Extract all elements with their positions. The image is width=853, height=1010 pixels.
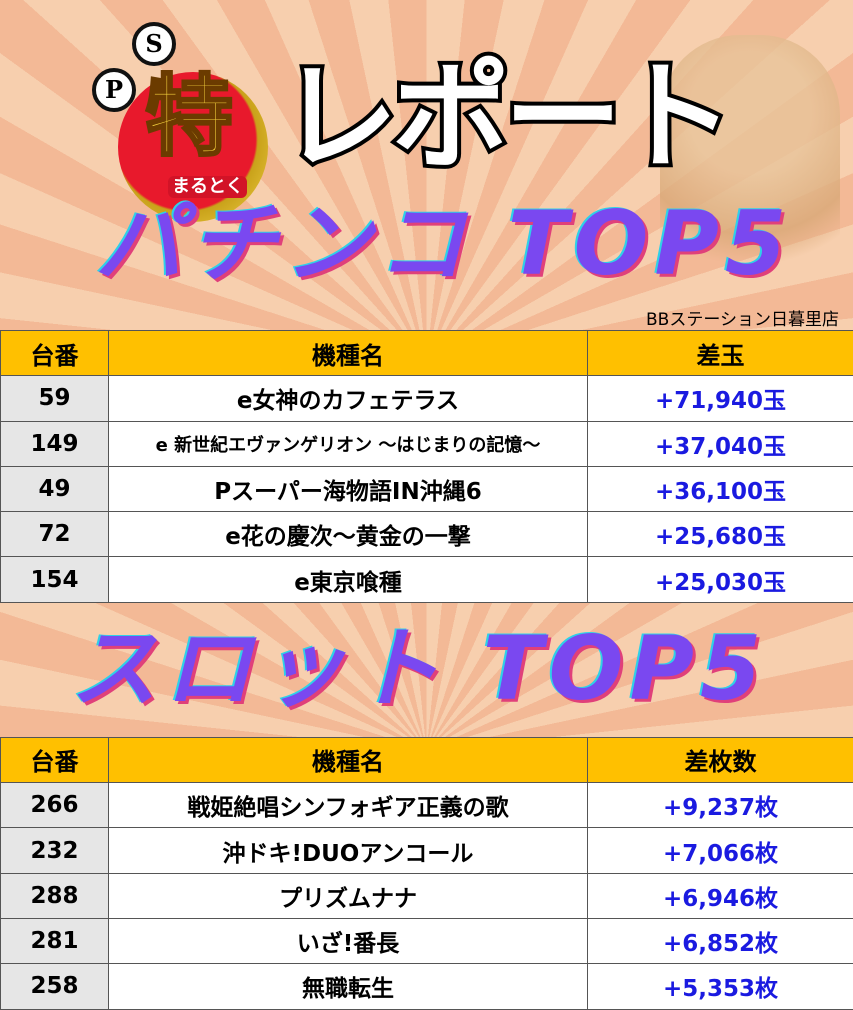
- machine-number: 266: [1, 783, 109, 828]
- machine-number: 258: [1, 964, 109, 1009]
- machine-name: e東京喰種: [109, 557, 588, 602]
- machine-name: 沖ドキ!DUOアンコール: [109, 828, 588, 873]
- machine-name: いざ!番長: [109, 918, 588, 963]
- machine-number: 149: [1, 421, 109, 466]
- machine-name: 無職転生: [109, 964, 588, 1009]
- diff-value: +37,040玉: [588, 421, 853, 466]
- diff-value: +5,353枚: [588, 964, 853, 1009]
- machine-number: 49: [1, 466, 109, 511]
- slot-banner: スロット TOP5: [0, 603, 853, 737]
- col-header-diff: 差玉: [588, 331, 853, 376]
- diff-value: +6,946枚: [588, 873, 853, 918]
- table-header: 台番 機種名 差玉: [1, 331, 853, 376]
- report-title: レポート: [280, 58, 728, 176]
- col-header-diff: 差枚数: [588, 737, 853, 782]
- machine-name: e 新世紀エヴァンゲリオン ～はじまりの記憶～: [109, 421, 588, 466]
- diff-value: +25,030玉: [588, 557, 853, 602]
- diff-value: +36,100玉: [588, 466, 853, 511]
- logo-s: S: [132, 22, 176, 66]
- col-header-machine: 機種名: [109, 331, 588, 376]
- machine-number: 59: [1, 376, 109, 421]
- logo-p: P: [92, 68, 136, 112]
- diff-value: +25,680玉: [588, 512, 853, 557]
- pachinko-section-title: パチンコ TOP5: [95, 200, 792, 288]
- logo-main: 特: [145, 72, 233, 160]
- machine-name: e花の慶次～黄金の一撃: [109, 512, 588, 557]
- machine-number: 281: [1, 918, 109, 963]
- col-header-number: 台番: [1, 737, 109, 782]
- header-banner: 特 まるとく S P レポート パチンコ TOP5 BBステーション日暮里店: [0, 0, 853, 330]
- machine-name: e女神のカフェテラス: [109, 376, 588, 421]
- machine-number: 232: [1, 828, 109, 873]
- machine-name: 戦姫絶唱シンフォギア正義の歌: [109, 783, 588, 828]
- store-name: BBステーション日暮里店: [646, 310, 839, 330]
- machine-number: 288: [1, 873, 109, 918]
- table-header: 台番 機種名 差枚数: [1, 737, 853, 782]
- diff-value: +6,852枚: [588, 918, 853, 963]
- diff-value: +9,237枚: [588, 783, 853, 828]
- machine-name: プリズムナナ: [109, 873, 588, 918]
- col-header-machine: 機種名: [109, 737, 588, 782]
- machine-name: Pスーパー海物語IN沖縄6: [109, 466, 588, 511]
- slot-section-title: スロット TOP5: [70, 625, 767, 713]
- diff-value: +71,940玉: [588, 376, 853, 421]
- machine-number: 154: [1, 557, 109, 602]
- machine-number: 72: [1, 512, 109, 557]
- diff-value: +7,066枚: [588, 828, 853, 873]
- col-header-number: 台番: [1, 331, 109, 376]
